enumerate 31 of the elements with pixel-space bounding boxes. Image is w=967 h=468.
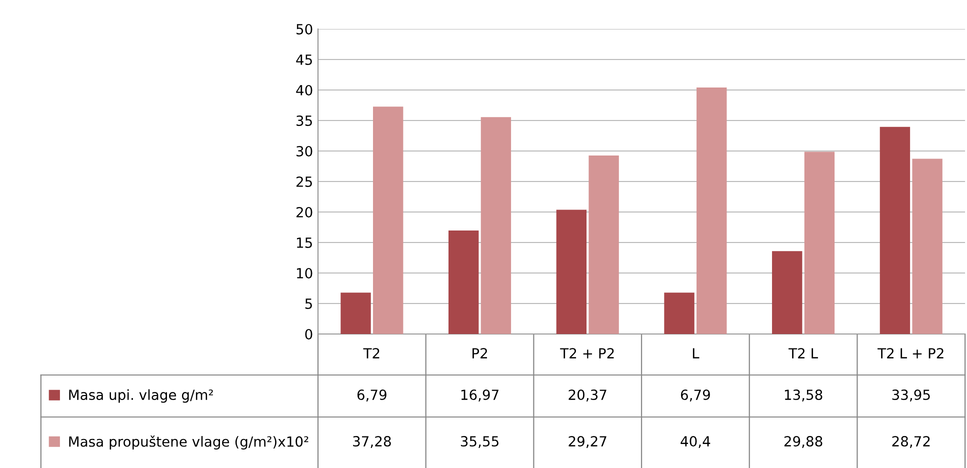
data-label: 13,58: [784, 390, 822, 402]
x-tick-label: L: [692, 348, 700, 358]
data-label: 6,79: [680, 390, 710, 402]
y-tick-label: 40: [296, 84, 312, 96]
data-label: 33,95: [892, 390, 930, 402]
y-tick-label: 45: [296, 54, 312, 65]
data-label: 29,27: [568, 436, 606, 448]
x-tick-label: T2 L + P2: [878, 348, 944, 358]
data-label: 28,72: [892, 436, 930, 448]
data-label: 6,79: [357, 390, 386, 402]
y-tick-label: 0: [305, 328, 312, 340]
data-label: 20,37: [568, 390, 606, 402]
y-tick-label: 35: [296, 115, 312, 126]
y-tick-label: 50: [296, 24, 312, 34]
legend-label: Masa upi. vlage g/m²: [69, 389, 213, 403]
data-label: 40,4: [680, 436, 710, 448]
data-label: 29,88: [784, 436, 822, 448]
y-tick-label: 20: [296, 206, 312, 218]
y-tick-label: 25: [296, 176, 312, 187]
y-tick-label: 15: [296, 238, 312, 248]
y-tick-label: 30: [296, 146, 312, 156]
x-tick-label: T2: [363, 348, 380, 358]
y-tick-label: 5: [305, 298, 312, 309]
data-label: 16,97: [461, 390, 498, 402]
legend-label: Masa propuštene vlage (g/m²)x10²: [69, 436, 308, 450]
y-tick-label: 10: [296, 268, 312, 278]
x-tick-label: T2 L: [788, 348, 818, 358]
data-label: 35,55: [460, 436, 498, 448]
x-tick-label: T2 + P2: [560, 348, 614, 358]
x-tick-label: P2: [472, 348, 487, 358]
data-label: 37,28: [353, 436, 391, 448]
